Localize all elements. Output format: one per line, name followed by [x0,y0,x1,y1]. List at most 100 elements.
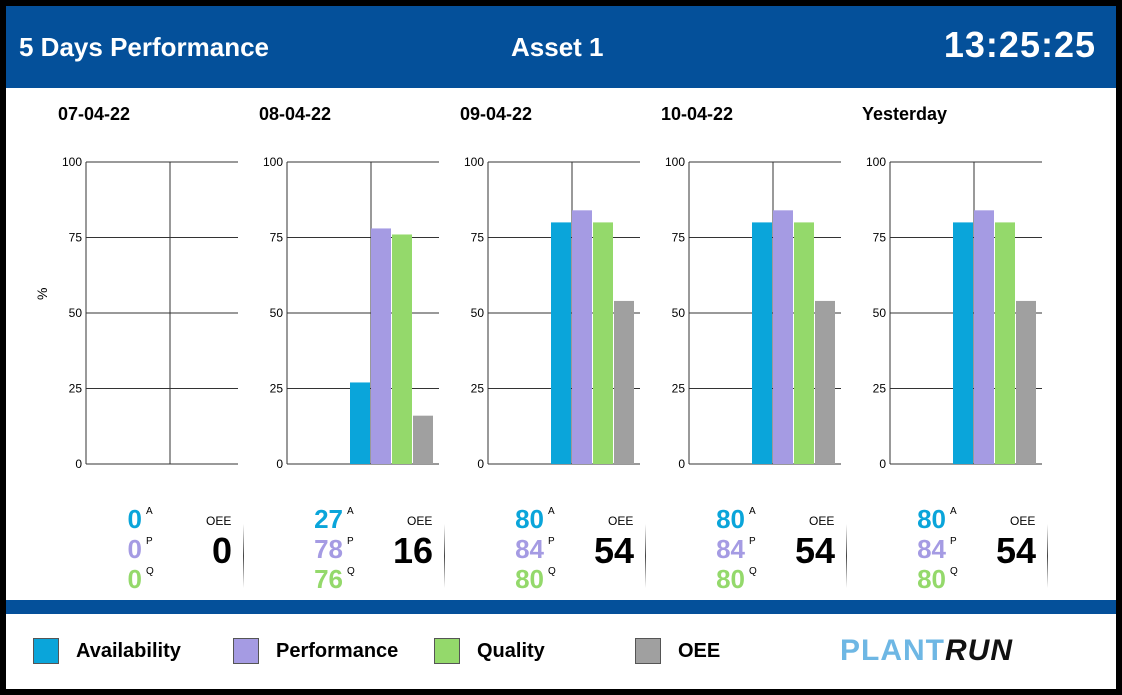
legend-label: Availability [76,640,181,662]
day-panel: 0 25 50 75 100 10-04-22 80 A 84 P 80 Q OEE 54 [609,88,847,598]
day-panel: 0 25 50 75 100 09-04-22 80 A 84 P 80 Q OEE 54 [408,88,646,598]
y-tick-label: 0 [678,457,685,471]
stats-divider [444,524,445,588]
stat-value-quality: 0 [127,564,142,594]
legend-swatch-quality [434,638,460,664]
y-tick-label: 0 [477,457,484,471]
legend-swatch-oee [635,638,661,664]
oee-value: 54 [995,530,1036,571]
bar-availability [551,222,571,464]
y-tick-label: 100 [464,155,484,169]
oee-value: 16 [392,530,433,571]
page-title: 5 Days Performance [19,32,270,62]
y-tick-label: 50 [471,306,485,320]
stat-letter-availability: A [548,506,555,517]
bar-chart: 0 25 50 75 100 [263,155,439,471]
logo-part-run: RUN [945,634,1013,667]
day-title: 10-04-22 [661,104,734,124]
y-tick-label: 25 [873,382,887,396]
bar-oee [1016,300,1036,464]
stat-value-availability: 80 [716,504,745,534]
stat-value-performance: 84 [716,534,745,564]
bar-quality [593,222,613,464]
stats-block: 80 A 84 P 80 Q OEE 54 [500,500,646,600]
bar-oee [413,415,433,464]
stat-letter-performance: P [347,536,354,547]
day-panel: 0 25 50 75 100 08-04-22 27 A 78 P 76 Q OEE 16 [207,88,445,598]
bar-performance [371,228,391,464]
stat-value-quality: 80 [716,564,745,594]
stat-value-availability: 0 [127,504,142,534]
bar-performance [572,210,592,464]
y-tick-label: 75 [672,231,686,245]
bar-chart: 0 25 50 75 100 [62,155,238,471]
day-title: 08-04-22 [259,104,332,124]
stat-letter-performance: P [749,536,756,547]
oee-caption: OEE [809,514,835,528]
bar-performance [773,210,793,464]
stats-divider [645,524,646,588]
day-panel: 0 25 50 75 100 07-04-22% 0 A 0 P 0 Q OEE 0 [6,88,244,598]
oee-caption: OEE [1010,514,1036,528]
plantrun-logo: PLANTRUN [840,634,1013,668]
stats-block: 80 A 84 P 80 Q OEE 54 [902,500,1048,600]
y-tick-label: 100 [62,155,82,169]
bar-quality [392,234,412,464]
stats-block: 27 A 78 P 76 Q OEE 16 [299,500,445,600]
stat-value-quality: 80 [515,564,544,594]
stat-value-quality: 76 [314,564,343,594]
stat-letter-performance: P [548,536,555,547]
legend-label: Quality [477,640,545,662]
y-tick-label: 0 [276,457,283,471]
stats-divider [243,524,244,588]
y-tick-label: 50 [69,306,83,320]
oee-caption: OEE [608,514,634,528]
legend-label: OEE [678,640,721,662]
y-tick-label: 50 [672,306,686,320]
legend-swatch-availability [33,638,59,664]
stat-letter-quality: Q [146,566,154,577]
stats-divider [846,524,847,588]
charts-area: 0 25 50 75 100 07-04-22% 0 A 0 P 0 Q OEE 0 0 25 50 75 100 0… [6,88,1116,598]
bar-performance [974,210,994,464]
dashboard-frame: 5 Days Performance Asset 1 13:25:25 0 25 5… [6,6,1116,689]
stat-letter-quality: Q [548,566,556,577]
day-panel: 0 25 50 75 100 Yesterday 80 A 84 P 80 Q OEE 54 [810,88,1048,598]
y-tick-label: 75 [270,231,284,245]
y-tick-label: 100 [665,155,685,169]
stat-value-availability: 80 [917,504,946,534]
stat-value-availability: 80 [515,504,544,534]
bar-quality [995,222,1015,464]
stat-value-performance: 0 [127,534,142,564]
stat-value-quality: 80 [917,564,946,594]
y-tick-label: 25 [672,382,686,396]
stat-letter-performance: P [950,536,957,547]
y-tick-label: 0 [75,457,82,471]
stat-value-performance: 84 [515,534,544,564]
y-tick-label: 75 [471,231,485,245]
y-tick-label: 50 [270,306,284,320]
legend: Availability Performance Quality OEE PLA… [6,614,1116,689]
oee-value: 54 [593,530,634,571]
bar-oee [614,300,634,464]
asset-name: Asset 1 [511,32,604,62]
y-tick-label: 100 [263,155,283,169]
stat-value-performance: 84 [917,534,946,564]
divider-bar [6,600,1116,614]
oee-value: 54 [794,530,835,571]
y-tick-label: 100 [866,155,886,169]
y-tick-label: 25 [69,382,83,396]
bar-availability [752,222,772,464]
day-title: 09-04-22 [460,104,533,124]
stat-letter-availability: A [950,506,957,517]
y-tick-label: 25 [270,382,284,396]
clock: 13:25:25 [943,24,1096,65]
y-tick-label: 50 [873,306,887,320]
day-title: 07-04-22 [58,104,131,124]
bar-quality [794,222,814,464]
stat-letter-quality: Q [347,566,355,577]
legend-swatch-performance [233,638,259,664]
y-tick-label: 0 [879,457,886,471]
bar-availability [953,222,973,464]
y-tick-label: 75 [873,231,887,245]
